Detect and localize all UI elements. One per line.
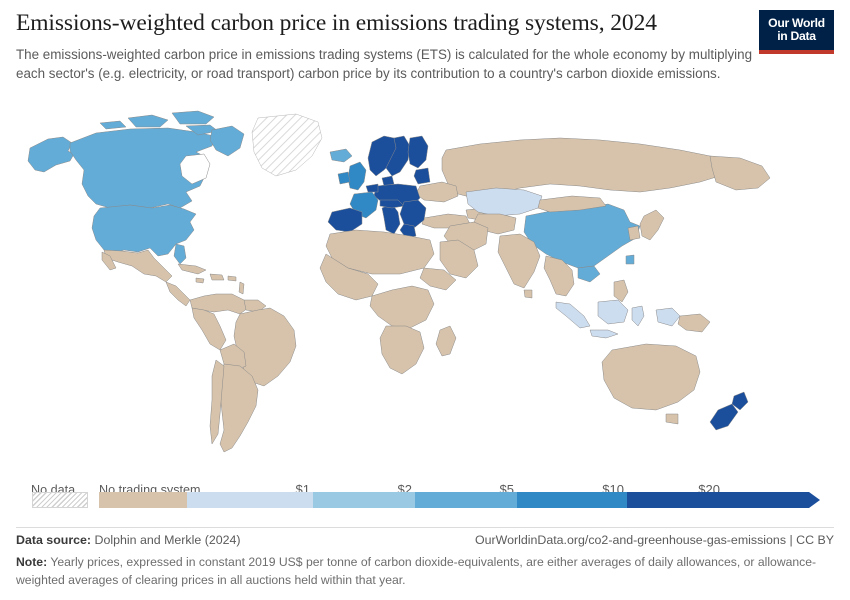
- region-indonesia-east[interactable]: [655, 307, 681, 327]
- data-source-value: Dolphin and Merkle (2024): [94, 533, 241, 547]
- note-label: Note:: [16, 555, 48, 569]
- note-text: Yearly prices, expressed in constant 201…: [16, 555, 817, 587]
- legend-seg-10-20[interactable]: [627, 492, 723, 508]
- region-iceland[interactable]: [329, 148, 353, 163]
- header: Emissions-weighted carbon price in emiss…: [0, 0, 850, 83]
- region-alaska[interactable]: [27, 136, 75, 173]
- map-svg: [27, 110, 771, 453]
- footer-row-source: Data source: Dolphin and Merkle (2024) O…: [16, 531, 834, 551]
- region-chile-strip[interactable]: [209, 359, 225, 445]
- region-canada-arctic-1[interactable]: [127, 114, 169, 128]
- region-jamaica[interactable]: [195, 277, 205, 284]
- legend-seg-5-10[interactable]: [517, 492, 627, 508]
- footer-note: Note: Yearly prices, expressed in consta…: [16, 554, 834, 589]
- region-madagascar[interactable]: [435, 325, 457, 357]
- hudson-bay: [179, 153, 211, 185]
- region-horn-africa[interactable]: [419, 267, 457, 291]
- region-china-southeast[interactable]: [577, 265, 601, 283]
- region-hispaniola[interactable]: [209, 273, 225, 281]
- region-brazil[interactable]: [233, 307, 297, 387]
- region-taiwan[interactable]: [625, 254, 635, 265]
- logo-line-1: Our World: [768, 15, 825, 30]
- region-cuba[interactable]: [177, 263, 207, 275]
- region-southern-africa[interactable]: [379, 325, 425, 375]
- legend-seg-no-trading[interactable]: [99, 492, 187, 508]
- region-west-africa[interactable]: [319, 253, 379, 301]
- region-mexico[interactable]: [103, 249, 173, 283]
- attribution-link[interactable]: OurWorldinData.org/co2-and-greenhouse-ga…: [474, 533, 834, 547]
- region-balkans-ets[interactable]: [399, 199, 427, 229]
- region-sea-mainland[interactable]: [543, 255, 575, 297]
- legend-color-bar[interactable]: [99, 492, 809, 508]
- region-puerto-rico[interactable]: [227, 275, 237, 282]
- region-ireland[interactable]: [337, 171, 351, 185]
- legend-no-data-swatch[interactable]: [32, 492, 88, 508]
- data-source: Data source: Dolphin and Merkle (2024): [16, 533, 241, 547]
- page-title: Emissions-weighted carbon price in emiss…: [16, 10, 657, 36]
- region-canada-arctic-4[interactable]: [99, 120, 127, 130]
- region-ukraine-belarus[interactable]: [415, 181, 459, 203]
- legend-seg-1-2[interactable]: [313, 492, 415, 508]
- legend-arrow-icon: [809, 492, 820, 508]
- region-new-zealand-north[interactable]: [731, 391, 749, 411]
- region-chile-argentina[interactable]: [219, 363, 259, 453]
- region-italy[interactable]: [381, 203, 401, 235]
- region-guyanas[interactable]: [243, 299, 267, 313]
- region-central-america[interactable]: [165, 281, 191, 307]
- region-tasmania[interactable]: [665, 413, 679, 425]
- region-spain-portugal[interactable]: [327, 207, 363, 233]
- region-sweden[interactable]: [385, 135, 411, 177]
- region-kazakhstan[interactable]: [465, 187, 543, 217]
- region-lesser-antilles[interactable]: [238, 281, 245, 295]
- owid-logo[interactable]: Our World in Data: [759, 10, 834, 54]
- region-russia-east[interactable]: [709, 155, 771, 191]
- region-peru-ecuador[interactable]: [191, 307, 227, 351]
- region-indonesia-sumatra[interactable]: [555, 301, 591, 329]
- legend-seg-2-5[interactable]: [415, 492, 517, 508]
- region-png[interactable]: [677, 313, 711, 333]
- region-indonesia-sulawesi[interactable]: [631, 305, 645, 327]
- region-india[interactable]: [497, 233, 541, 289]
- region-us-florida[interactable]: [173, 243, 187, 265]
- page-subtitle: The emissions-weighted carbon price in e…: [16, 46, 753, 81]
- region-greenland-no-data[interactable]: [251, 113, 323, 177]
- region-canada-arctic-2[interactable]: [171, 110, 215, 125]
- region-alps-austria[interactable]: [379, 199, 405, 209]
- legend-seg-gt-20[interactable]: [723, 492, 809, 508]
- footer: Data source: Dolphin and Merkle (2024) O…: [16, 531, 834, 589]
- region-korea[interactable]: [627, 225, 641, 241]
- region-estonia-latvia-lithuania[interactable]: [413, 167, 431, 185]
- region-new-zealand-south[interactable]: [709, 403, 739, 431]
- region-japan[interactable]: [639, 209, 665, 241]
- world-map[interactable]: [0, 104, 850, 466]
- region-indonesia-java[interactable]: [589, 329, 619, 339]
- region-baffin-island[interactable]: [209, 125, 245, 157]
- logo-line-2: in Data: [777, 29, 816, 43]
- region-baja[interactable]: [101, 251, 117, 271]
- footer-divider: [16, 527, 834, 528]
- region-indonesia-borneo[interactable]: [597, 299, 629, 325]
- region-russia[interactable]: [441, 137, 731, 199]
- region-finland[interactable]: [407, 135, 429, 169]
- region-benelux[interactable]: [365, 183, 379, 193]
- region-mongolia[interactable]: [537, 195, 607, 213]
- region-china[interactable]: [523, 203, 641, 269]
- region-united-states[interactable]: [91, 204, 197, 257]
- legend-seg-lt-1[interactable]: [187, 492, 313, 508]
- region-central-africa[interactable]: [369, 285, 435, 329]
- region-australia[interactable]: [601, 343, 701, 411]
- region-philippines[interactable]: [613, 279, 629, 303]
- region-uk[interactable]: [347, 161, 367, 191]
- region-denmark[interactable]: [381, 175, 395, 187]
- region-arabia[interactable]: [439, 239, 479, 279]
- data-source-label: Data source:: [16, 533, 92, 547]
- region-sri-lanka[interactable]: [523, 289, 533, 299]
